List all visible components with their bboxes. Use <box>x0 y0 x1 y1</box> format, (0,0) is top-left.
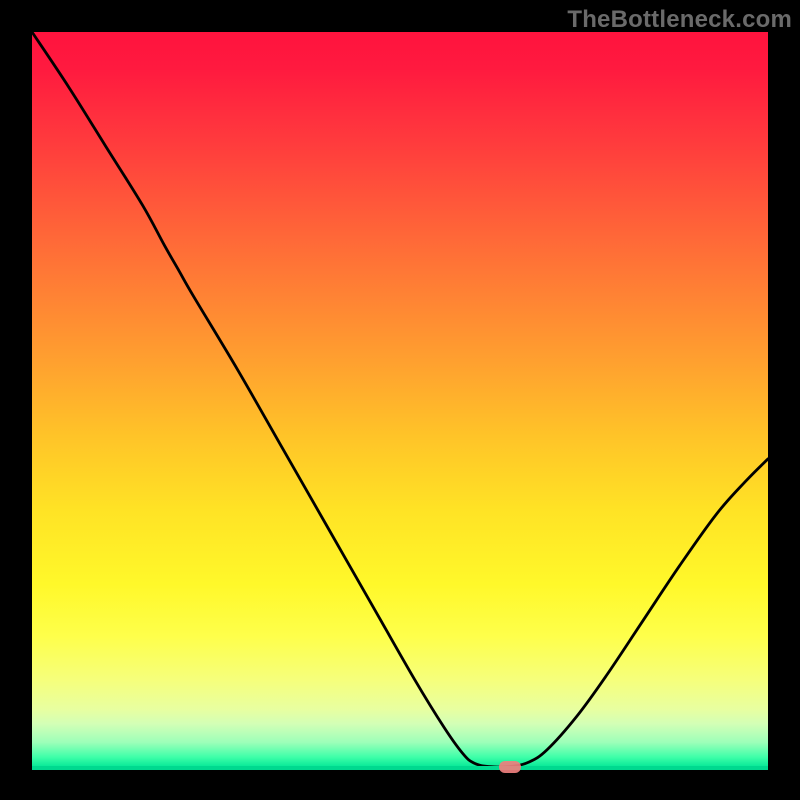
watermark: TheBottleneck.com <box>567 6 792 34</box>
optimum-pill <box>499 761 521 773</box>
chart-canvas <box>0 0 800 800</box>
plot-background <box>32 32 768 768</box>
